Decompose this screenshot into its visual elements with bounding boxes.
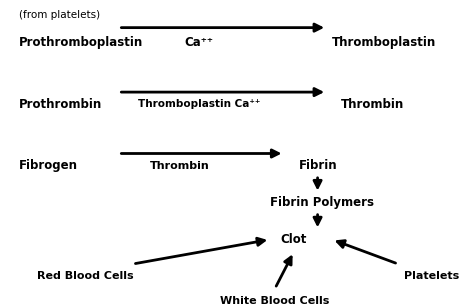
Text: White Blood Cells: White Blood Cells [220, 296, 329, 306]
Text: Clot: Clot [281, 233, 307, 246]
Text: Prothromboplastin: Prothromboplastin [19, 37, 143, 49]
Text: Thromboplastin: Thromboplastin [332, 37, 436, 49]
Text: Prothrombin: Prothrombin [19, 98, 102, 111]
Text: Fibrogen: Fibrogen [19, 159, 78, 172]
Text: (from platelets): (from platelets) [19, 10, 100, 20]
Text: Thrombin: Thrombin [341, 98, 404, 111]
Text: Thrombin: Thrombin [150, 161, 210, 171]
Text: Fibrin: Fibrin [299, 159, 337, 172]
Text: Fibrin Polymers: Fibrin Polymers [270, 196, 374, 209]
Text: Ca⁺⁺: Ca⁺⁺ [184, 37, 214, 49]
Text: Thromboplastin Ca⁺⁺: Thromboplastin Ca⁺⁺ [138, 99, 260, 109]
Text: Red Blood Cells: Red Blood Cells [37, 271, 134, 281]
Text: Platelets: Platelets [404, 271, 459, 281]
